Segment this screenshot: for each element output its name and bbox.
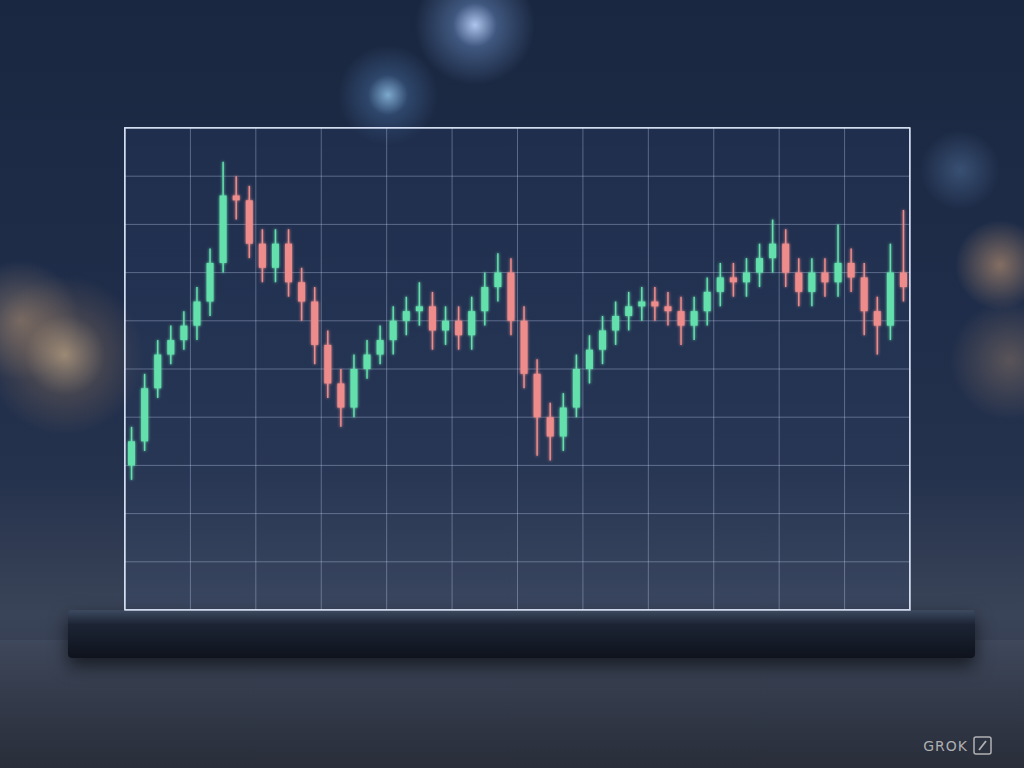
grid-line-x xyxy=(844,128,845,610)
candle-wick xyxy=(837,224,839,296)
candle-body xyxy=(612,316,619,330)
candles xyxy=(128,162,907,480)
candle-body xyxy=(272,244,279,268)
grid-line-x xyxy=(190,128,191,610)
floor xyxy=(0,640,1024,768)
chart: GROK xyxy=(0,0,1024,768)
candle-body xyxy=(128,441,135,465)
candle-body xyxy=(141,388,148,441)
grid-line-x xyxy=(648,128,649,610)
candle-body xyxy=(468,311,475,335)
grid-line-x xyxy=(255,128,256,610)
candle-body xyxy=(298,282,305,301)
candle-body xyxy=(769,244,776,258)
candle-body xyxy=(730,277,737,282)
candle-wick xyxy=(903,210,905,302)
candle-body xyxy=(573,369,580,408)
plot-frame xyxy=(125,128,910,610)
candle-body xyxy=(285,244,292,283)
candle-body xyxy=(808,273,815,292)
watermark: GROK xyxy=(923,738,968,754)
candle-body xyxy=(507,273,514,321)
candle-body xyxy=(207,263,214,302)
candle-wick xyxy=(419,282,421,325)
grid-line-x xyxy=(713,128,714,610)
candle-body xyxy=(154,355,161,389)
candle-body xyxy=(364,355,371,369)
candle-body xyxy=(481,287,488,311)
candle-body xyxy=(390,321,397,340)
candle-body xyxy=(167,340,174,354)
candle-body xyxy=(311,302,318,345)
candle-body xyxy=(651,302,658,307)
candle-body xyxy=(848,263,855,277)
candle-body xyxy=(455,321,462,335)
candle-body xyxy=(756,258,763,272)
candle-body xyxy=(743,273,750,283)
candle-body xyxy=(442,321,449,331)
candle-body xyxy=(795,273,802,292)
candle-body xyxy=(664,306,671,311)
panel-base xyxy=(68,610,975,658)
candle-body xyxy=(835,263,842,282)
candle-body xyxy=(494,273,501,287)
watermark-icon xyxy=(974,737,991,754)
candle-body xyxy=(782,244,789,273)
grid-line-x xyxy=(452,128,453,610)
grid-line-x xyxy=(517,128,518,610)
candle-body xyxy=(403,311,410,321)
candle-body xyxy=(625,306,632,316)
candle-body xyxy=(377,340,384,354)
candle-body xyxy=(416,306,423,311)
candle-body xyxy=(534,374,541,417)
grid-line-x xyxy=(779,128,780,610)
candle-body xyxy=(599,330,606,349)
candle-body xyxy=(560,408,567,437)
candle-body xyxy=(180,326,187,340)
candle-body xyxy=(586,350,593,369)
grid-line-x xyxy=(582,128,583,610)
candle-body xyxy=(220,195,227,262)
candle-body xyxy=(259,244,266,268)
candle-body xyxy=(233,195,240,200)
candle-body xyxy=(821,273,828,283)
candle-body xyxy=(193,302,200,326)
grid xyxy=(125,128,910,610)
candle-body xyxy=(429,306,436,330)
candle-body xyxy=(900,273,907,287)
grid-line-x xyxy=(321,128,322,610)
candle-body xyxy=(717,277,724,291)
candle-body xyxy=(887,273,894,326)
grid-line-x xyxy=(386,128,387,610)
candle-body xyxy=(691,311,698,325)
candle-body xyxy=(324,345,331,384)
candle-body xyxy=(704,292,711,311)
candle-body xyxy=(874,311,881,325)
candle-body xyxy=(337,383,344,407)
candle-body xyxy=(547,417,554,436)
candle-body xyxy=(246,200,253,243)
candle-body xyxy=(521,321,528,374)
candle-body xyxy=(350,369,357,408)
candle-body xyxy=(861,277,868,311)
candle-body xyxy=(638,302,645,307)
candle-body xyxy=(678,311,685,325)
